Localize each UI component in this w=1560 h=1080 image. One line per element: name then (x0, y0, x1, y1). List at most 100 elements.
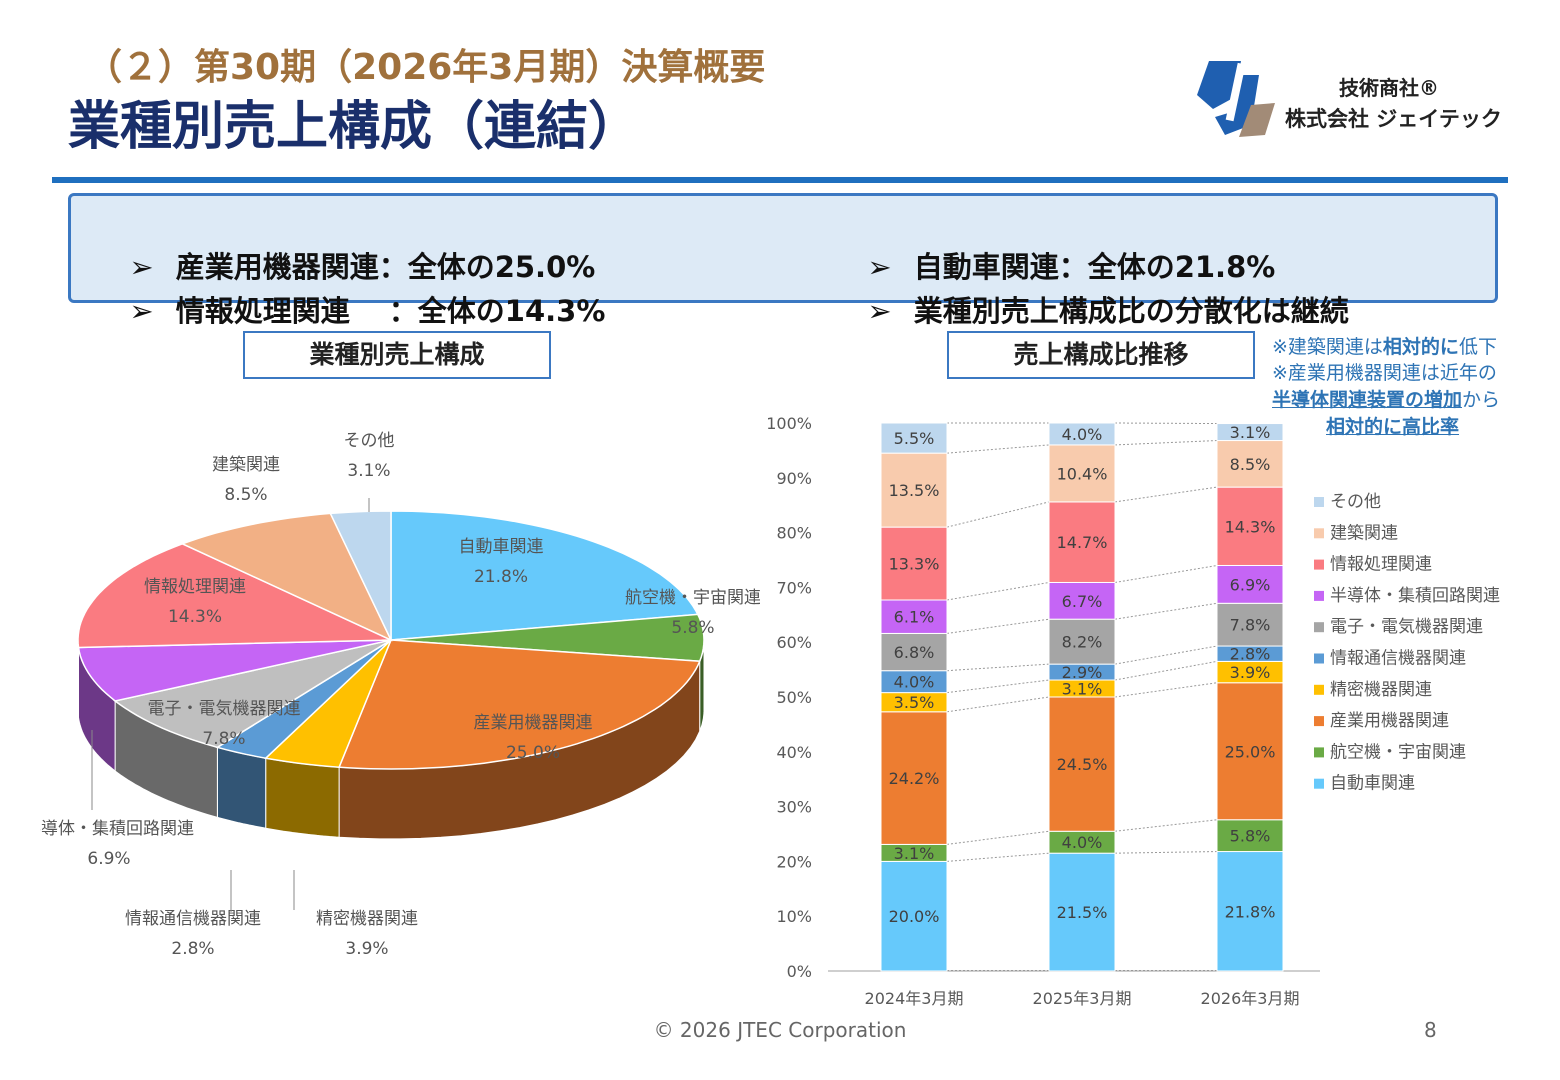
bar-data-label: 5.5% (894, 429, 935, 448)
bar-segment (1048, 696, 1116, 832)
stacked-bar-chart: 0% 10% 20% 30% 40% 50% 60% 70% 80% 90% 100% 2024年3月… (766, 414, 1500, 1008)
bar-data-label: 3.9% (1230, 663, 1271, 682)
bar-data-label: 3.1% (1230, 423, 1271, 442)
legend-swatch (1314, 528, 1324, 539)
bar-data-label: 6.9% (1230, 575, 1271, 594)
pie-side (265, 757, 340, 838)
pie-label: 精密機器関連 (316, 909, 418, 929)
bar-connector (946, 852, 1050, 862)
pie-slice (390, 613, 705, 662)
bullet-arrow-icon: ➢ (129, 294, 154, 328)
bar-data-label: 5.8% (1230, 827, 1271, 846)
bar-connector (1114, 486, 1218, 503)
pie-slice (77, 542, 392, 649)
pie-slice (180, 512, 393, 642)
bar-data-label: 4.0% (894, 673, 935, 692)
bar-segment (880, 711, 948, 845)
bar-connector (1114, 422, 1218, 425)
y-tick-label: 0% (787, 962, 812, 981)
legend-swatch (1314, 590, 1324, 601)
pie-side (216, 746, 267, 829)
pie-slice (390, 510, 700, 641)
bullet-arrow-icon: ➢ (867, 294, 892, 328)
pie-value-label: 25.0% (506, 743, 560, 763)
pie-label: 建築関連 (212, 455, 280, 475)
bar-section-label: 売上構成比推移 (947, 331, 1255, 379)
legend-item: 半導体・集積回路関連 (1330, 586, 1500, 606)
summary-item: ➢ 自動車関連：全体の21.8% (867, 250, 1276, 284)
bar-segment (1216, 819, 1284, 853)
bar-connector (1114, 564, 1218, 583)
y-tick-label: 60% (776, 633, 812, 652)
legend-item: 情報処理関連 (1330, 555, 1432, 575)
legend-swatch (1314, 622, 1324, 633)
bar-segment (1216, 423, 1284, 442)
note-line-1: ※建築関連は相対的に低下 (1272, 336, 1497, 358)
legend-swatch (1314, 778, 1324, 789)
bar-data-label: 24.2% (889, 769, 940, 788)
bar-connector (946, 830, 1050, 845)
pie-value-label: 5.8% (671, 618, 714, 638)
bar-connector (1114, 440, 1218, 446)
bar-data-label: 6.8% (894, 643, 935, 662)
bar-data-label: 2.9% (1062, 663, 1103, 682)
bar-segment (1048, 422, 1116, 446)
pie-slice (338, 639, 701, 770)
summary-box: ➢ 産業用機器関連：全体の25.0% ➢ 自動車関連：全体の21.8% ➢ 情報処理関… (68, 193, 1498, 328)
deck-subtitle: （２）第30期（2026年3月期）決算概要 (86, 47, 766, 88)
bar-connector (946, 679, 1050, 694)
bar-data-label: 6.7% (1062, 592, 1103, 611)
bar-connector (1114, 645, 1218, 665)
note-line-4: 相対的に高比率 (1326, 416, 1460, 438)
pie-label: 電子・電気機器関連 (148, 699, 301, 719)
pie-value-label: 6.9% (87, 849, 130, 869)
bar-data-label: 20.0% (889, 907, 940, 926)
pie-slice (264, 639, 392, 768)
y-tick-label: 70% (776, 578, 812, 597)
pie-label: 情報通信機器関連 (125, 909, 261, 929)
page-title: 業種別売上構成（連結） (68, 97, 641, 157)
summary-item: ➢ 情報処理関連 ：全体の14.3% (129, 294, 606, 328)
bar-connector (1114, 660, 1218, 681)
logo-tagline: 技術商社® (1339, 76, 1439, 100)
bar-data-label: 13.5% (889, 481, 940, 500)
bar-data-label: 10.4% (1057, 464, 1108, 483)
bar-connector (946, 501, 1050, 528)
bar-segment (1216, 440, 1284, 488)
header-divider (52, 177, 1508, 183)
bar-segment (880, 599, 948, 634)
bar-segment (1048, 581, 1116, 620)
bar-data-label: 13.3% (889, 555, 940, 574)
y-tick-label: 90% (776, 469, 812, 488)
bar-segment (1216, 486, 1284, 566)
bar-segment (880, 422, 948, 454)
legend-item: 航空機・宇宙関連 (1330, 742, 1466, 762)
jtec-logo-icon (1197, 61, 1275, 137)
x-tick-label: 2024年3月期 (865, 989, 964, 1008)
note-line-3: 半導体関連装置の増加から (1272, 389, 1501, 411)
pie-section-label: 業種別売上構成 (243, 331, 551, 379)
bar-data-label: 3.1% (894, 844, 935, 863)
bar-segment (1216, 851, 1284, 972)
legend-item: その他 (1330, 492, 1381, 512)
pie-value-label: 7.8% (202, 729, 245, 749)
pie-slice (77, 639, 392, 702)
bar-connector (946, 618, 1050, 634)
bar-data-label: 25.0% (1225, 742, 1276, 761)
bar-segment (1048, 852, 1116, 972)
bar-data-label: 21.8% (1225, 902, 1276, 921)
pie-chart: 自動車関連 21.8% 航空機・宇宙関連 5.8% 産業用機器関連 25.0% 精密機器関連… (40, 431, 760, 959)
bar-data-label: 2.8% (1230, 645, 1271, 664)
bar-data-label: 4.0% (1062, 833, 1103, 852)
bar-segment (880, 632, 948, 672)
legend-item: 建築関連 (1330, 523, 1398, 543)
y-tick-label: 50% (776, 688, 812, 707)
legend-swatch (1314, 684, 1324, 695)
pie-slice (329, 510, 392, 641)
bar-data-label: 6.1% (894, 608, 935, 627)
bar-segment (1216, 602, 1284, 647)
y-tick-label: 30% (776, 798, 812, 817)
bar-data-label: 7.8% (1230, 616, 1271, 635)
bar-data-label: 14.7% (1057, 533, 1108, 552)
logo-company-name: 株式会社 ジェイテック (1285, 107, 1502, 131)
